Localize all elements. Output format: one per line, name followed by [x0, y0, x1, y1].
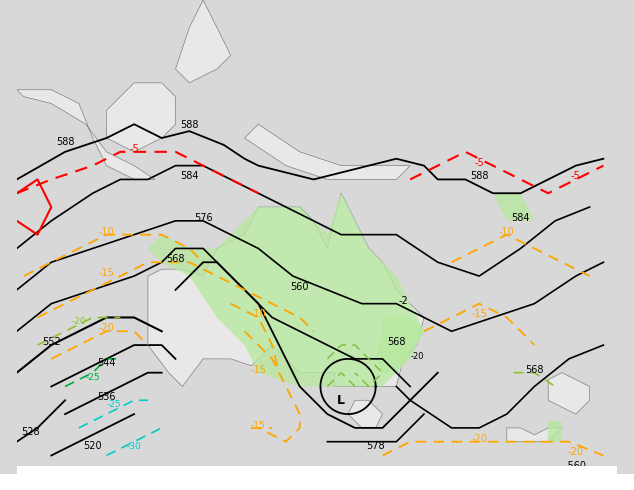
Text: 560: 560: [290, 282, 309, 292]
Text: -5: -5: [571, 172, 581, 181]
Text: -20: -20: [410, 352, 424, 361]
Text: -5: -5: [474, 158, 484, 168]
Text: 568: 568: [166, 254, 184, 264]
Text: 584: 584: [512, 213, 530, 223]
Polygon shape: [376, 318, 424, 373]
Text: 520: 520: [84, 441, 102, 451]
Polygon shape: [548, 421, 562, 441]
Bar: [16, 466, 618, 490]
Text: Height/Temp. 500 hPa [gdmp][°C] ECMWF: Height/Temp. 500 hPa [gdmp][°C] ECMWF: [23, 475, 273, 485]
Text: 584: 584: [180, 172, 198, 181]
Text: -10: -10: [499, 227, 515, 237]
Text: -5: -5: [129, 144, 139, 154]
Text: -25: -25: [86, 372, 100, 382]
Text: 588: 588: [470, 172, 488, 181]
Polygon shape: [348, 400, 382, 428]
Text: -15: -15: [98, 268, 115, 278]
Text: -10: -10: [250, 310, 266, 319]
Text: -560: -560: [565, 461, 587, 471]
Polygon shape: [148, 193, 424, 387]
Text: 552: 552: [42, 337, 61, 347]
Text: L: L: [337, 394, 345, 407]
Text: 528: 528: [22, 427, 40, 437]
Polygon shape: [107, 83, 176, 152]
Text: 568: 568: [387, 337, 406, 347]
Polygon shape: [548, 373, 590, 414]
Text: 588: 588: [180, 120, 198, 130]
Text: -2: -2: [398, 295, 408, 306]
Text: 544: 544: [97, 358, 116, 368]
Text: 536: 536: [97, 392, 116, 402]
Text: ©weatheronline.co.uk: ©weatheronline.co.uk: [487, 480, 604, 490]
Text: -20: -20: [98, 323, 115, 333]
Text: -25: -25: [106, 400, 120, 409]
Polygon shape: [176, 0, 231, 83]
Text: Th 06-06-2024 18:00 UTC (18+48): Th 06-06-2024 18:00 UTC (18+48): [380, 475, 590, 485]
Text: -20: -20: [471, 434, 487, 443]
Text: 576: 576: [194, 213, 212, 223]
Polygon shape: [507, 428, 562, 441]
Text: -20: -20: [72, 318, 86, 326]
Text: 588: 588: [56, 137, 74, 147]
Polygon shape: [493, 193, 534, 221]
Text: -15: -15: [251, 421, 266, 430]
Text: 578: 578: [366, 441, 385, 451]
Polygon shape: [245, 124, 410, 179]
Text: 568: 568: [525, 365, 543, 375]
Text: -20: -20: [568, 447, 584, 458]
Polygon shape: [16, 90, 155, 179]
Text: -10: -10: [99, 227, 114, 237]
Polygon shape: [148, 193, 424, 387]
Text: -15: -15: [471, 310, 487, 319]
Text: -30: -30: [127, 441, 141, 451]
Text: -15: -15: [250, 365, 266, 375]
